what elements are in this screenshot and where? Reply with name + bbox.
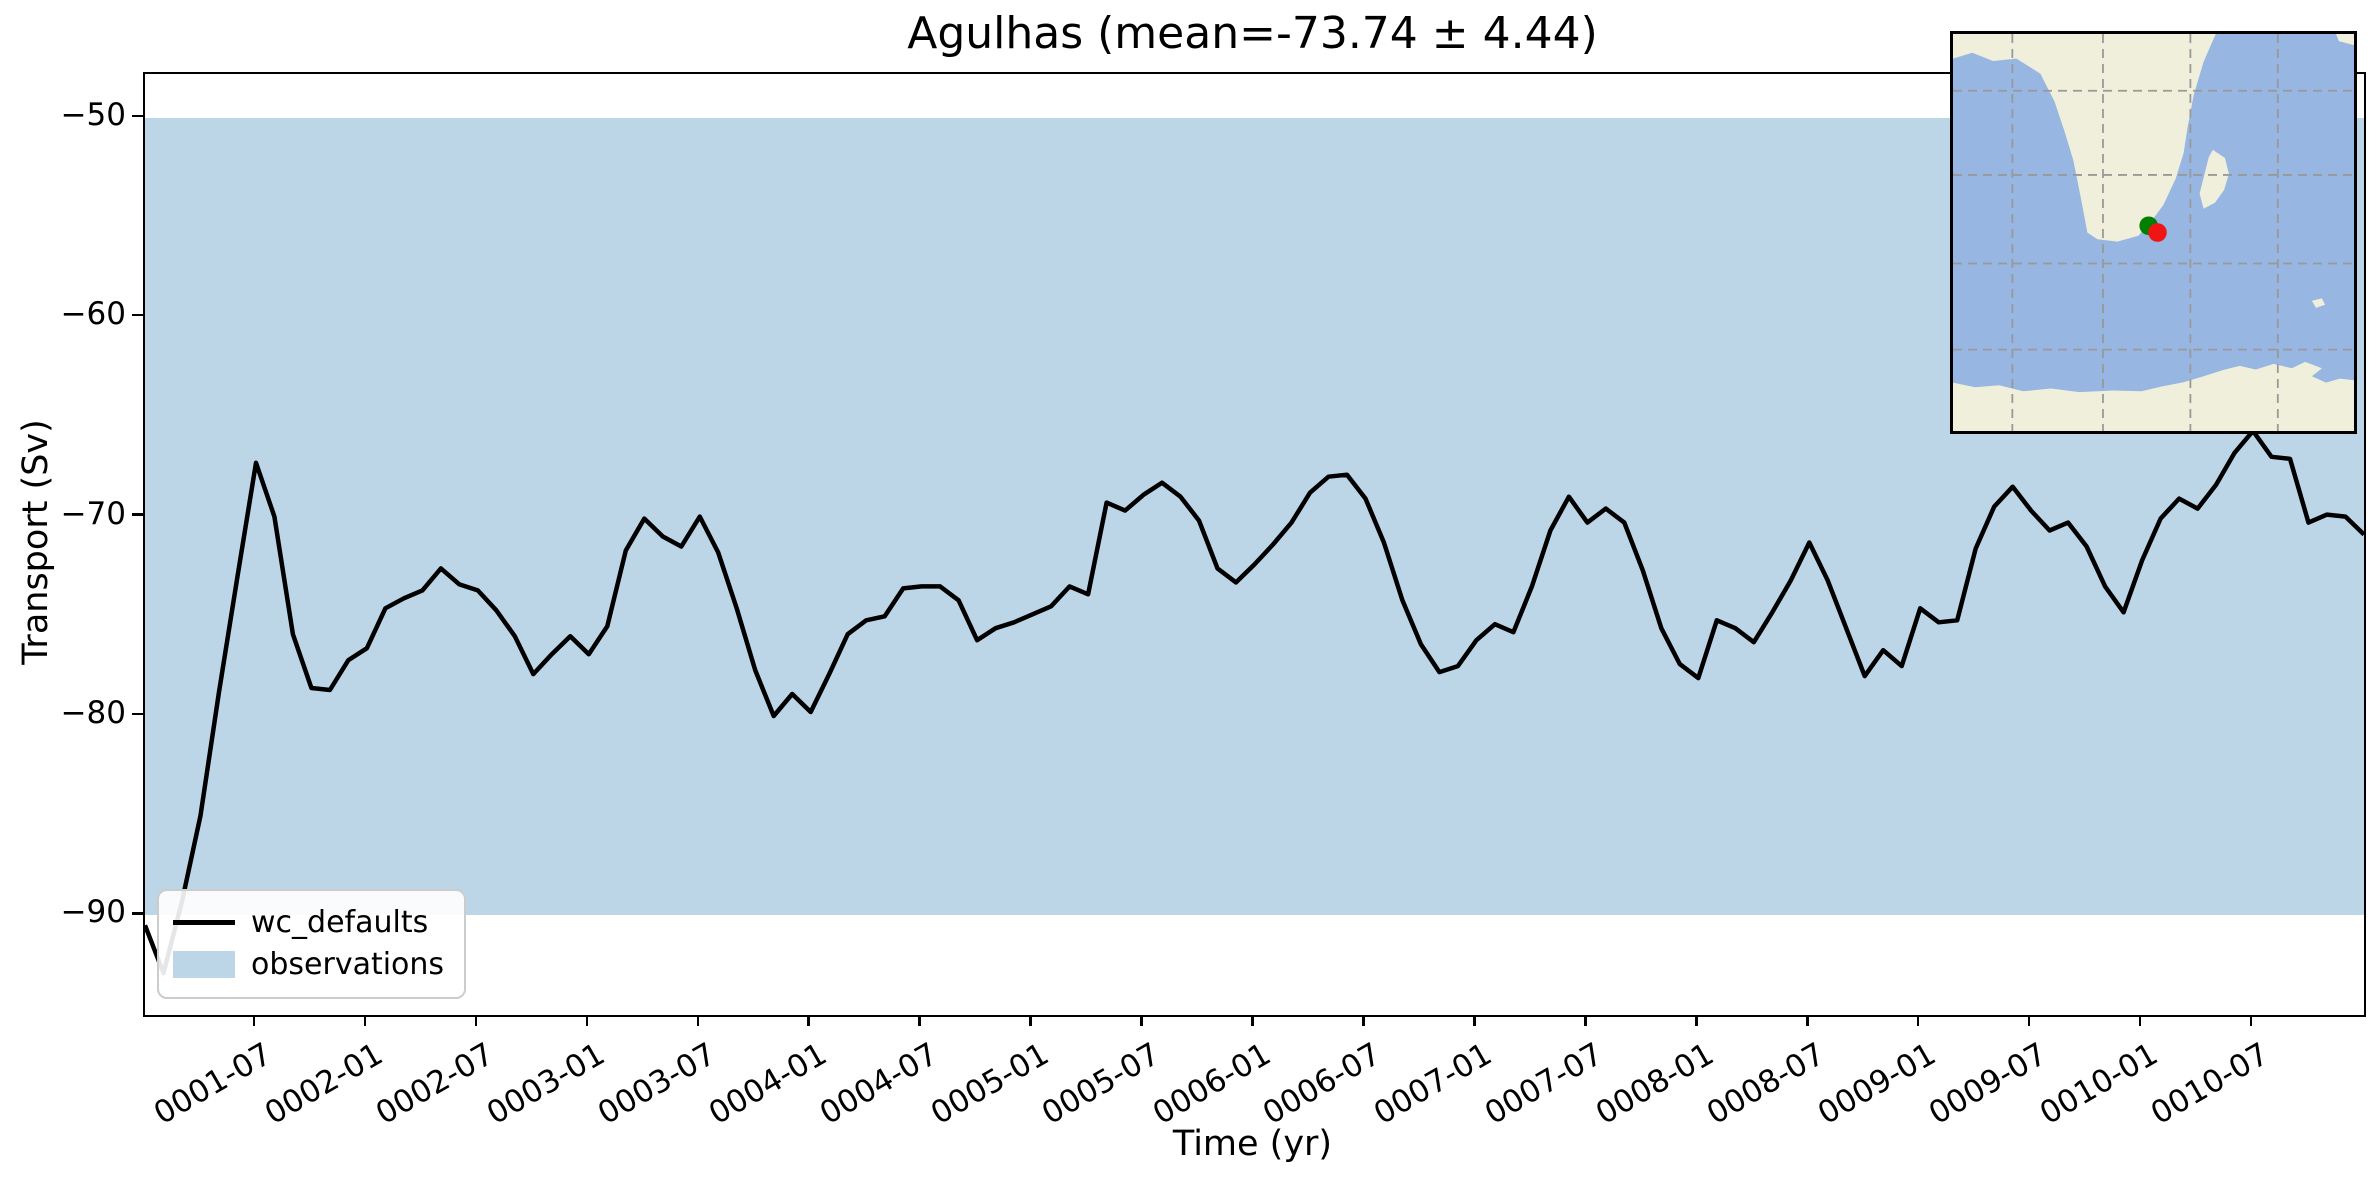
chart-title: Agulhas (mean=-73.74 ± 4.44) — [907, 8, 1598, 59]
x-tick-label: 0002-07 — [369, 1036, 500, 1132]
x-tick-mark — [1362, 1015, 1365, 1026]
x-tick-mark — [1806, 1015, 1809, 1026]
x-tick-label: 0004-01 — [702, 1036, 833, 1132]
x-tick-mark — [1473, 1015, 1476, 1026]
map-land-madagascar — [2199, 149, 2229, 209]
x-tick-label: 0003-07 — [591, 1036, 722, 1132]
x-tick-mark — [696, 1015, 699, 1026]
x-tick-mark — [474, 1015, 478, 1026]
x-tick-label: 0005-01 — [924, 1036, 1055, 1132]
x-tick-mark — [2249, 1015, 2253, 1026]
x-tick-label: 0005-07 — [1035, 1036, 1166, 1132]
x-tick-label: 0008-01 — [1590, 1036, 1721, 1132]
y-tick-label: −70 — [60, 495, 126, 532]
legend-label-observations: observations — [251, 946, 445, 982]
map-land-africa — [1953, 34, 2216, 242]
x-tick-label: 0006-07 — [1257, 1036, 1388, 1132]
x-tick-label: 0001-07 — [147, 1036, 278, 1132]
x-tick-mark — [1584, 1015, 1587, 1026]
x-tick-mark — [252, 1015, 256, 1026]
legend-patch-swatch — [173, 950, 235, 978]
x-tick-label: 0004-07 — [813, 1036, 944, 1132]
x-tick-label: 0006-01 — [1146, 1036, 1277, 1132]
legend-label-wc-defaults: wc_defaults — [251, 904, 429, 940]
y-tick-mark — [132, 313, 143, 317]
x-axis-label: Time (yr) — [1172, 1124, 1333, 1164]
x-tick-label: 0007-01 — [1368, 1036, 1499, 1132]
x-tick-label: 0010-07 — [2144, 1036, 2276, 1132]
y-tick-mark — [132, 712, 143, 716]
x-tick-label: 0010-01 — [2033, 1036, 2165, 1132]
x-tick-mark — [1916, 1015, 1920, 1026]
x-tick-mark — [1695, 1015, 1698, 1026]
legend-item-observations: observations — [173, 943, 444, 985]
x-tick-mark — [2027, 1015, 2031, 1026]
x-tick-label: 0009-07 — [1922, 1036, 2054, 1132]
y-tick-mark — [132, 912, 143, 915]
x-tick-label: 0002-01 — [258, 1036, 389, 1132]
map-land-antarctica — [1953, 361, 2354, 431]
x-tick-label: 0007-07 — [1479, 1036, 1610, 1132]
inset-map — [1950, 31, 2357, 434]
x-tick-mark — [807, 1015, 810, 1026]
legend: wc_defaults observations — [157, 889, 467, 999]
legend-line-swatch — [173, 919, 235, 925]
map-land-island — [2311, 298, 2326, 308]
y-tick-mark — [132, 114, 143, 118]
series-wc-defaults — [145, 428, 2364, 976]
y-tick-label: −60 — [60, 296, 126, 333]
y-tick-mark — [132, 513, 143, 516]
x-tick-label: 0009-01 — [1812, 1036, 1943, 1132]
red-marker — [2148, 223, 2167, 242]
x-tick-mark — [918, 1015, 921, 1026]
y-tick-label: −50 — [60, 96, 126, 133]
legend-item-wc-defaults: wc_defaults — [173, 901, 444, 943]
x-tick-label: 0003-01 — [480, 1036, 611, 1132]
wc-defaults-line — [145, 428, 2364, 976]
x-tick-mark — [2138, 1015, 2142, 1026]
x-tick-mark — [585, 1015, 589, 1026]
map-land-sliver — [2336, 34, 2354, 46]
x-tick-label: 0008-07 — [1701, 1036, 1832, 1132]
y-tick-label: −80 — [60, 694, 126, 731]
x-tick-mark — [363, 1015, 367, 1026]
y-tick-label: −90 — [60, 894, 126, 931]
x-tick-mark — [1029, 1015, 1032, 1026]
y-axis-label: Transport (Sv) — [16, 419, 56, 665]
x-tick-mark — [1140, 1015, 1143, 1026]
x-tick-mark — [1251, 1015, 1254, 1026]
